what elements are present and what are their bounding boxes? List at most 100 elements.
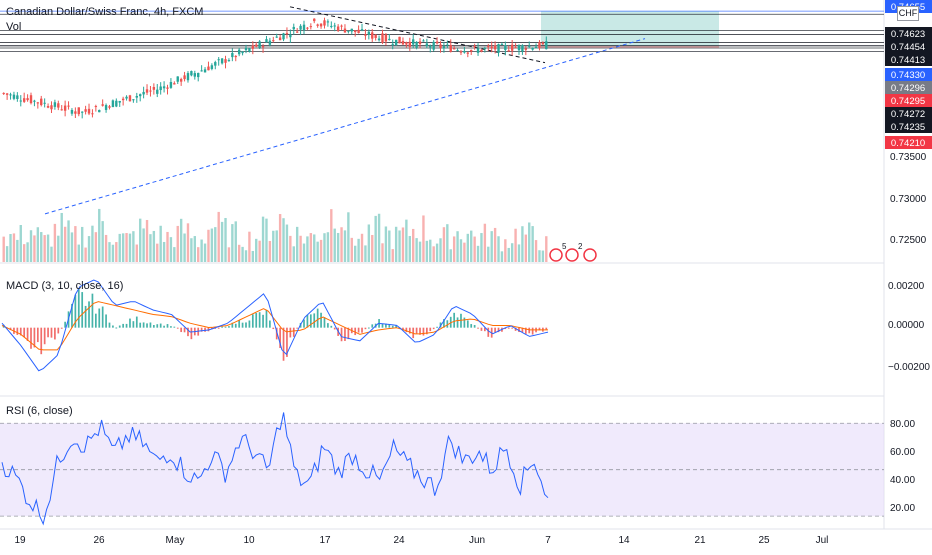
volume-bar [545,236,548,262]
candle-body [480,49,483,52]
rsi-label: RSI (6, close) [6,405,73,417]
candle-body [514,47,517,49]
candle-body [330,25,333,27]
candle-body [398,36,401,44]
macd-histogram-bar [187,327,189,337]
macd-histogram-bar [511,327,514,329]
candle-body [104,105,108,110]
macd-histogram-bar [507,327,510,329]
candle-body [265,39,268,43]
volume-bar [360,233,364,262]
candle-body [504,45,507,51]
volume-bar [295,226,299,262]
event-badge: 2 [578,242,583,251]
target-zone[interactable] [541,11,719,46]
candle-body [510,44,514,51]
macd-label: MACD (3, 10, close, 16) [6,280,124,292]
volume-bar [490,231,493,262]
volume-bar [442,227,446,262]
candle-body [77,107,80,115]
price-tag-bg [885,94,932,107]
candle-body [224,59,227,63]
macd-histogram-bar [388,324,391,328]
macd-histogram-bar [255,313,258,328]
volume-bar [118,233,121,262]
volume-bar [323,233,326,262]
volume-bar [33,235,36,262]
macd-histogram-bar [91,293,94,328]
macd-histogram-bar [122,323,124,328]
candle-body [528,45,531,47]
macd-histogram-bar [391,325,394,328]
stop-zone[interactable] [541,45,719,49]
volume-bar [309,233,313,262]
candle-body [483,47,487,49]
event-icon[interactable] [565,248,579,262]
rsi-pane [0,412,884,526]
volume-bar [255,238,258,262]
volume-bar [493,227,497,262]
price-tag-label: 0.74295 [891,96,925,107]
volume-bar [74,226,77,262]
volume-bar [135,244,138,262]
volume-bar [200,239,203,262]
candle-body [111,100,115,108]
macd-histogram-bar [402,327,404,330]
volume-bar [364,245,367,262]
candle-body [2,92,5,94]
volume-bar [63,226,67,262]
candle-body [173,83,176,85]
event-icon[interactable] [583,248,597,262]
macd-histogram-bar [395,325,397,328]
candle-body [98,110,101,113]
macd-histogram-bar [115,327,118,329]
candle-body [470,49,473,52]
macd-histogram-bar [23,327,26,338]
volume-bar [282,218,285,262]
candle-body [415,41,418,48]
currency-button[interactable]: CHF [897,6,919,21]
trend-lines[interactable] [44,6,646,215]
volume-bar [210,228,214,262]
price-axis-tick: 0.73000 [890,194,927,205]
macd-axis-tick: 0.00200 [888,281,925,292]
macd-histogram-bar [296,327,299,329]
candle-body [357,29,360,34]
volume-bar [67,220,70,262]
horizontal-levels[interactable] [0,10,884,52]
position-zones[interactable] [541,11,719,49]
candle-body [422,40,425,42]
candle-body [340,25,343,27]
time-axis-tick: 10 [243,535,255,546]
macd-histogram-bar [241,322,244,328]
candle-body [374,34,377,38]
macd-histogram-bar [405,327,408,333]
volume-bar [449,249,452,262]
macd-histogram-bar [446,320,449,328]
macd-histogram-bar [173,326,176,328]
candle-body [333,25,336,27]
price-tag-bg [885,53,932,66]
volume-bar [306,236,309,262]
volume-bar [36,227,40,262]
volume-bar [374,215,377,262]
volume-bar [220,221,224,262]
event-icon[interactable] [549,248,563,262]
volume-bar [190,238,193,262]
volume-bar [319,239,323,262]
volume-bar [510,243,514,262]
candle-body [118,100,121,103]
candle-body [210,65,214,69]
macd-histogram-bar [432,327,435,330]
trend-line-up[interactable] [44,38,646,215]
trend-line-down[interactable] [289,6,546,64]
volume-bar [22,244,26,262]
candle-body [53,102,57,107]
macd-histogram-bar [135,316,138,328]
macd-histogram-bar [112,325,114,328]
candle-body [323,20,326,26]
volume-bar [278,214,282,262]
candle-body [63,105,67,111]
